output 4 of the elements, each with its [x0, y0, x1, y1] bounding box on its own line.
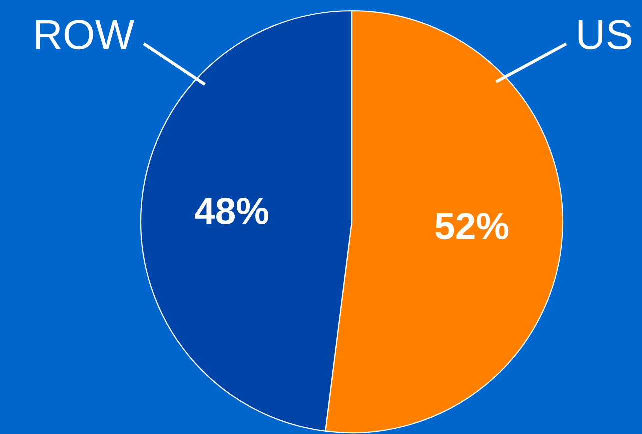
- data-label: 52%: [436, 213, 509, 240]
- slice-label: US: [578, 20, 632, 50]
- slice-label: ROW: [36, 20, 135, 50]
- data-label: 48%: [195, 198, 269, 225]
